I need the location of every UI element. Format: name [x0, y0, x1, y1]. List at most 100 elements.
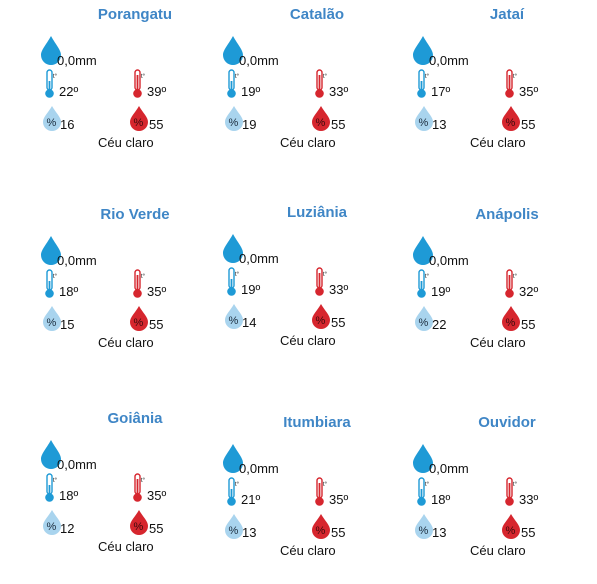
rainfall-value: 0,0mm — [429, 53, 469, 68]
humidity-low-icon: % — [224, 513, 244, 539]
svg-text:t°: t° — [323, 272, 328, 278]
humidity-low-icon: % — [224, 105, 244, 131]
thermometer-hot-icon: t° — [132, 69, 146, 99]
city-card-jata-: Jataí 0,0mm t° 17º t° 35º — [412, 6, 597, 176]
city-name: Porangatu — [97, 6, 173, 23]
svg-text:t°: t° — [513, 274, 518, 280]
humidity-high-icon: % — [501, 513, 521, 539]
humidity-min-value: 16 — [60, 117, 75, 132]
svg-text:%: % — [316, 315, 326, 327]
temp-min-value: 22º — [59, 84, 79, 99]
svg-text:%: % — [316, 117, 326, 129]
humidity-min-value: 14 — [242, 315, 257, 330]
svg-text:%: % — [134, 117, 144, 129]
city-name: Rio Verde — [100, 206, 170, 223]
city-name: Anápolis — [475, 206, 539, 223]
humidity-min-value: 12 — [60, 521, 75, 536]
thermometer-hot-icon: t° — [504, 269, 518, 299]
thermometer-cold-icon: t° — [416, 477, 430, 507]
svg-text:t°: t° — [323, 74, 328, 80]
humidity-max-value: 55 — [149, 521, 164, 536]
humidity-min-value: 22 — [432, 317, 447, 332]
thermometer-cold-icon: t° — [226, 69, 240, 99]
svg-text:t°: t° — [235, 482, 240, 488]
svg-text:%: % — [229, 525, 239, 537]
humidity-high-icon: % — [501, 105, 521, 131]
rainfall-value: 0,0mm — [239, 461, 279, 476]
sky-condition: Céu claro — [470, 335, 526, 350]
thermometer-cold-icon: t° — [44, 269, 58, 299]
humidity-high-icon: % — [501, 305, 521, 331]
humidity-max-value: 55 — [521, 317, 536, 332]
svg-text:t°: t° — [425, 74, 430, 80]
temp-max-value: 33º — [329, 84, 349, 99]
temp-min-value: 18º — [59, 284, 79, 299]
humidity-max-value: 55 — [331, 117, 346, 132]
sky-condition: Céu claro — [280, 333, 336, 348]
humidity-max-value: 55 — [331, 315, 346, 330]
rain-drop-icon — [222, 233, 244, 263]
city-card-goi-nia: Goiânia 0,0mm t° 18º t° 35º — [40, 410, 230, 580]
temp-max-value: 35º — [519, 84, 539, 99]
humidity-high-icon: % — [311, 513, 331, 539]
humidity-high-icon: % — [311, 303, 331, 329]
thermometer-cold-icon: t° — [44, 473, 58, 503]
temp-max-value: 39º — [147, 84, 167, 99]
svg-text:t°: t° — [513, 482, 518, 488]
svg-text:t°: t° — [141, 478, 146, 484]
svg-text:t°: t° — [141, 74, 146, 80]
city-card-luzi-nia: Luziânia 0,0mm t° 19º t° 33º — [222, 204, 412, 374]
humidity-low-icon: % — [42, 509, 62, 535]
sky-condition: Céu claro — [280, 543, 336, 558]
temp-max-value: 35º — [147, 488, 167, 503]
temp-min-value: 19º — [431, 284, 451, 299]
city-name: Jataí — [489, 6, 525, 23]
svg-text:t°: t° — [323, 482, 328, 488]
sky-condition: Céu claro — [98, 335, 154, 350]
rain-drop-icon — [412, 35, 434, 65]
svg-text:t°: t° — [425, 274, 430, 280]
sky-condition: Céu claro — [98, 135, 154, 150]
rainfall-value: 0,0mm — [429, 461, 469, 476]
temp-min-value: 19º — [241, 282, 261, 297]
humidity-high-icon: % — [129, 509, 149, 535]
rainfall-value: 0,0mm — [429, 253, 469, 268]
svg-text:%: % — [506, 117, 516, 129]
svg-text:t°: t° — [53, 274, 58, 280]
svg-text:t°: t° — [235, 272, 240, 278]
city-name: Catalão — [289, 6, 345, 23]
rain-drop-icon — [40, 235, 62, 265]
svg-text:%: % — [506, 317, 516, 329]
humidity-low-icon: % — [224, 303, 244, 329]
svg-text:t°: t° — [425, 482, 430, 488]
temp-max-value: 35º — [329, 492, 349, 507]
sky-condition: Céu claro — [280, 135, 336, 150]
humidity-max-value: 55 — [521, 117, 536, 132]
humidity-low-icon: % — [42, 105, 62, 131]
svg-text:%: % — [134, 317, 144, 329]
thermometer-cold-icon: t° — [416, 69, 430, 99]
thermometer-hot-icon: t° — [132, 473, 146, 503]
humidity-max-value: 55 — [149, 317, 164, 332]
svg-text:%: % — [134, 521, 144, 533]
svg-text:t°: t° — [141, 274, 146, 280]
city-card-porangatu: Porangatu 0,0mm t° 22º t° 39º — [40, 6, 230, 176]
rainfall-value: 0,0mm — [57, 253, 97, 268]
humidity-min-value: 13 — [242, 525, 257, 540]
rain-drop-icon — [40, 439, 62, 469]
city-card-itumbiara: Itumbiara 0,0mm t° 21º t° 35º — [222, 414, 412, 584]
city-name: Ouvidor — [478, 414, 536, 431]
svg-text:%: % — [47, 521, 57, 533]
rain-drop-icon — [40, 35, 62, 65]
humidity-high-icon: % — [311, 105, 331, 131]
temp-max-value: 33º — [329, 282, 349, 297]
temp-max-value: 35º — [147, 284, 167, 299]
humidity-min-value: 13 — [432, 525, 447, 540]
humidity-low-icon: % — [42, 305, 62, 331]
temp-max-value: 33º — [519, 492, 539, 507]
humidity-high-icon: % — [129, 305, 149, 331]
rain-drop-icon — [412, 235, 434, 265]
svg-text:t°: t° — [235, 74, 240, 80]
svg-text:%: % — [229, 117, 239, 129]
rainfall-value: 0,0mm — [239, 53, 279, 68]
